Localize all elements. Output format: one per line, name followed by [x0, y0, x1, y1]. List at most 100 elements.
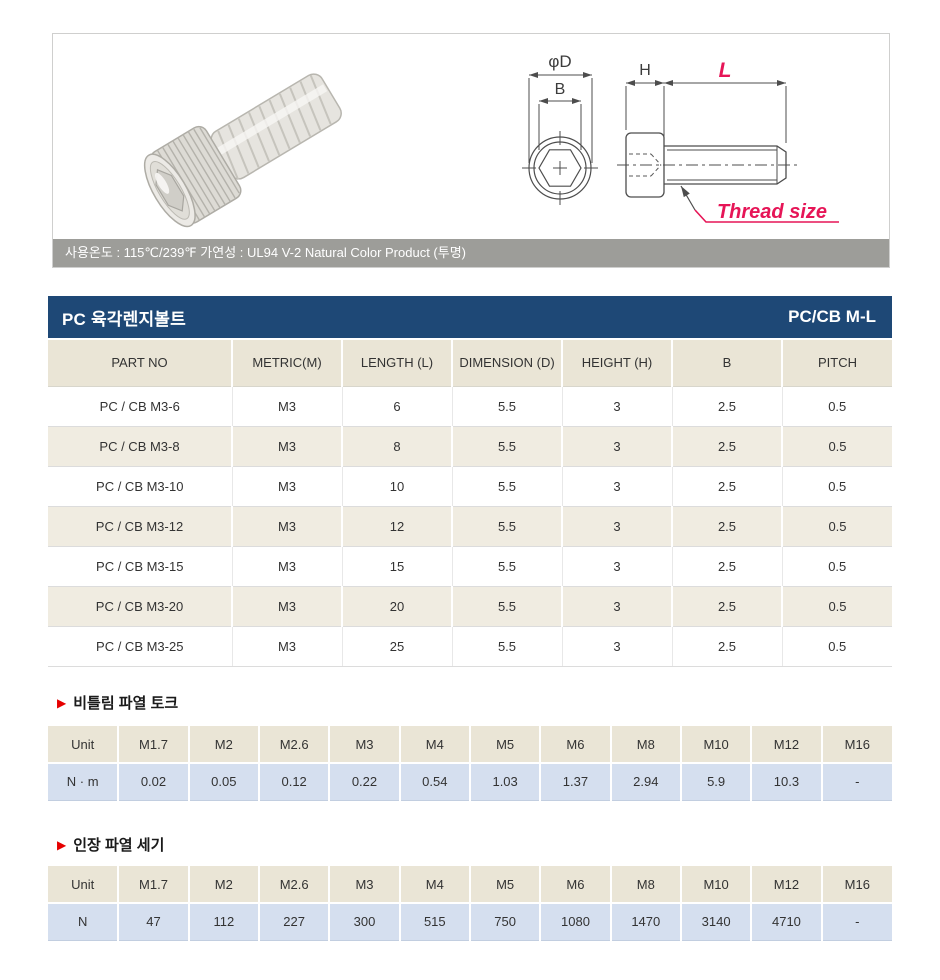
spec-column-header: PART NO [48, 340, 232, 387]
tensile-value-cell: 300 [328, 903, 400, 941]
tensile-column-header: Unit [48, 866, 119, 904]
torque-value-cell: 2.94 [609, 763, 681, 801]
torque-column-header: M3 [328, 726, 400, 764]
spec-value-cell: 2.5 [671, 426, 782, 467]
torque-column-header: M1.7 [117, 726, 189, 764]
dim-label-socket: B [555, 81, 566, 98]
part-no-cell: PC / CB M3-20 [48, 586, 232, 627]
spec-value-cell: 0.5 [781, 546, 892, 587]
tensile-column-header: M2 [187, 866, 259, 904]
product-photo-area: φD B [53, 34, 889, 240]
torque-value-cell: - [820, 763, 892, 801]
tensile-value-cell: 750 [468, 903, 541, 941]
caption-bar: 사용온도 : 115℃/239℉ 가연성 : UL94 V-2 Natural … [53, 239, 889, 267]
spec-value-cell: M3 [231, 386, 342, 427]
spec-value-cell: M3 [231, 626, 342, 667]
torque-column-header: M5 [468, 726, 541, 764]
spec-value-cell: 0.5 [781, 426, 892, 467]
dim-label-length: L [719, 59, 732, 82]
tensile-section-heading: ▶ 인장 파열 세기 [57, 834, 164, 855]
spec-value-cell: 5.5 [451, 466, 562, 507]
spec-value-cell: 10 [341, 466, 452, 507]
tensile-column-header: M2.6 [257, 866, 330, 904]
dim-label-diameter: φD [548, 52, 571, 71]
spec-value-cell: 2.5 [671, 386, 782, 427]
spec-table-row: PC / CB M3-25 M3 25 5.5 3 2.5 0.5 [48, 626, 892, 667]
tensile-value-cell: 4710 [750, 903, 822, 941]
spec-column-header: HEIGHT (H) [561, 340, 672, 387]
spec-value-cell: M3 [231, 466, 342, 507]
torque-column-header: Unit [48, 726, 119, 764]
torque-value-cell: 10.3 [750, 763, 822, 801]
spec-column-header: B [671, 340, 782, 387]
tensile-value-cell: 3140 [679, 903, 752, 941]
tensile-value-cell: 515 [398, 903, 470, 941]
spec-value-cell: 5.5 [451, 506, 562, 547]
torque-section-heading: ▶ 비틀림 파열 토크 [57, 692, 178, 713]
thread-size-label: Thread size [717, 201, 827, 223]
spec-header-row: PART NO METRIC(M) LENGTH (L) DIMENSION (D) H… [48, 340, 892, 387]
spec-value-cell: 3 [561, 586, 672, 627]
spec-column-header: DIMENSION (D) [451, 340, 562, 387]
screw-photo [143, 73, 342, 228]
torque-column-header: M4 [398, 726, 470, 764]
torque-heading-text: 비틀림 파열 토크 [73, 695, 179, 712]
torque-value-cell: 5.9 [679, 763, 752, 801]
torque-value-cell: 1.03 [468, 763, 541, 801]
tensile-column-header: M6 [539, 866, 611, 904]
spec-table-row: PC / CB M3-12 M3 12 5.5 3 2.5 0.5 [48, 506, 892, 547]
tensile-value-cell: 1470 [609, 903, 681, 941]
tensile-value-cell: 1080 [539, 903, 611, 941]
spec-column-header: LENGTH (L) [341, 340, 452, 387]
part-no-cell: PC / CB M3-15 [48, 546, 232, 587]
part-no-cell: PC / CB M3-25 [48, 626, 232, 667]
torque-value-cell: 0.22 [328, 763, 400, 801]
red-triangle-icon: ▶ [57, 838, 67, 852]
tensile-value-cell: 227 [257, 903, 330, 941]
torque-value-row: N · m 0.02 0.05 0.12 0.22 0.54 1.03 1.37 2.94 5.9… [48, 763, 892, 801]
spec-value-cell: 6 [341, 386, 452, 427]
torque-column-header: M10 [679, 726, 752, 764]
tensile-value-cell: 47 [117, 903, 189, 941]
dim-label-height: H [639, 62, 651, 79]
dimension-diagram: φD B [522, 52, 839, 223]
spec-value-cell: 0.5 [781, 586, 892, 627]
spec-table-row: PC / CB M3-20 M3 20 5.5 3 2.5 0.5 [48, 586, 892, 627]
torque-header-row: Unit M1.7 M2 M2.6 M3 M4 M5 M6 M8 M10 M12 M16 [48, 726, 892, 764]
part-no-cell: PC / CB M3-6 [48, 386, 232, 427]
tensile-table: Unit M1.7 M2 M2.6 M3 M4 M5 M6 M8 M10 M12 M16 N 47 112… [48, 866, 892, 941]
spec-value-cell: 0.5 [781, 506, 892, 547]
tensile-value-row: N 47 112 227 300 515 750 1080 1470 3140 4710- [48, 903, 892, 941]
torque-value-cell: 1.37 [539, 763, 611, 801]
spec-value-cell: 2.5 [671, 506, 782, 547]
tensile-value-cell: - [820, 903, 892, 941]
tensile-header-row: Unit M1.7 M2 M2.6 M3 M4 M5 M6 M8 M10 M12 M16 [48, 866, 892, 904]
part-no-cell: PC / CB M3-12 [48, 506, 232, 547]
spec-value-cell: 5.5 [451, 386, 562, 427]
tensile-heading-text: 인장 파열 세기 [73, 837, 165, 854]
spec-value-cell: 25 [341, 626, 452, 667]
spec-value-cell: 3 [561, 466, 672, 507]
spec-table: PART NO METRIC(M) LENGTH (L) DIMENSION (D) H… [48, 340, 892, 667]
spec-value-cell: 0.5 [781, 386, 892, 427]
spec-value-cell: 5.5 [451, 546, 562, 587]
spec-value-cell: 20 [341, 586, 452, 627]
spec-value-cell: 5.5 [451, 426, 562, 467]
spec-value-cell: 3 [561, 626, 672, 667]
spec-value-cell: 0.5 [781, 466, 892, 507]
torque-value-cell: 0.12 [257, 763, 330, 801]
torque-column-header: M2.6 [257, 726, 330, 764]
tensile-column-header: M12 [750, 866, 822, 904]
tensile-column-header: M8 [609, 866, 681, 904]
spec-value-cell: 3 [561, 426, 672, 467]
spec-value-cell: M3 [231, 506, 342, 547]
torque-column-header: M2 [187, 726, 259, 764]
model-code: PC/CB M-L [788, 307, 876, 326]
spec-table-row: PC / CB M3-10 M3 10 5.5 3 2.5 0.5 [48, 466, 892, 507]
torque-column-header: M8 [609, 726, 681, 764]
tensile-value-cell: N [48, 903, 119, 941]
torque-value-cell: 0.54 [398, 763, 470, 801]
spec-value-cell: 2.5 [671, 546, 782, 587]
red-triangle-icon: ▶ [57, 696, 67, 710]
